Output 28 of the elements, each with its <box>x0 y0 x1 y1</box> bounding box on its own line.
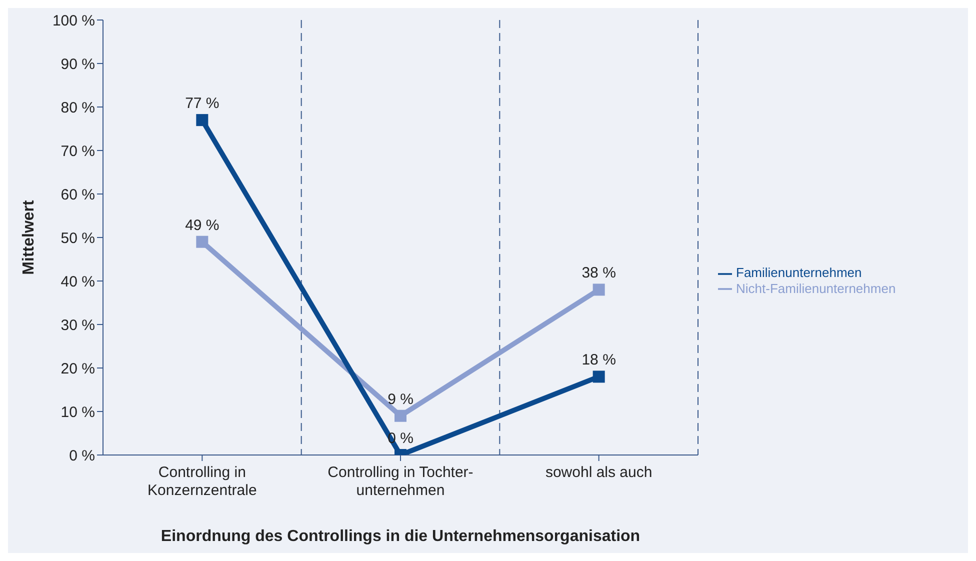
y-tick-label: 70 % <box>60 142 95 160</box>
legend-label: Nicht-Familienunternehmen <box>736 280 896 296</box>
point <box>592 284 605 296</box>
x-axis-title: Einordnung des Controllings in die Unternehmensorganisation <box>160 528 640 545</box>
point <box>592 370 605 383</box>
y-tick-label: 10 % <box>60 404 95 421</box>
y-tick-label: 20 % <box>60 360 95 378</box>
data-label: 49 % <box>185 216 220 234</box>
point <box>394 410 406 422</box>
y-tick-label: 0 % <box>69 447 95 464</box>
y-tick-label: 40 % <box>60 273 95 290</box>
data-label: 9 % <box>388 390 414 408</box>
x-tick-label: Controlling in Konzernzentrale <box>148 464 257 499</box>
legend-label: Familienunternehmen <box>736 264 862 280</box>
x-tick-label: Controlling in Tochter- unternehmen <box>328 464 474 499</box>
y-tick-label: 90 % <box>60 56 95 73</box>
y-tick-label: 50 % <box>60 230 95 247</box>
data-label: 77 % <box>185 95 220 112</box>
point <box>196 236 208 248</box>
data-label: 18 % <box>582 352 616 369</box>
y-tick-label: 80 % <box>60 99 95 116</box>
point <box>196 114 208 126</box>
x-tick-label: sowohl als auch <box>545 464 652 481</box>
data-label: 38 % <box>582 264 616 282</box>
y-tick-label: 30 % <box>60 316 95 334</box>
y-axis-title: Mittelwert <box>20 199 38 275</box>
y-tick-label: 60 % <box>60 186 95 204</box>
y-tick-label: 100 % <box>52 12 95 30</box>
